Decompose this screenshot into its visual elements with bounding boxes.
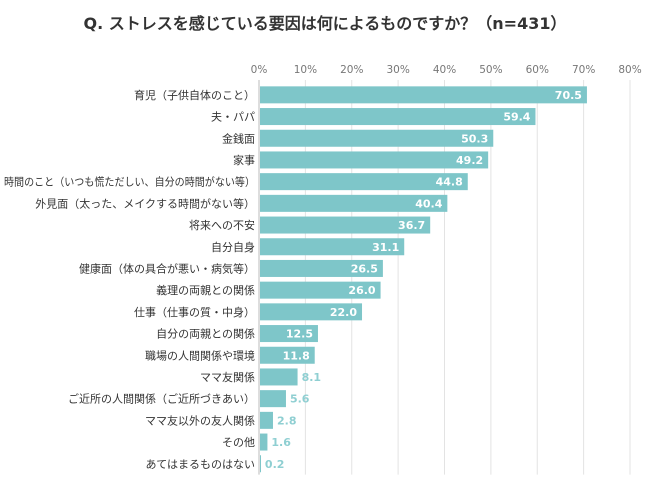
category-label: 義理の両親との関係	[156, 283, 255, 297]
x-tick-label: 50%	[479, 64, 502, 76]
x-tick-label: 30%	[386, 64, 409, 76]
data-label: 12.5	[286, 328, 313, 341]
data-label: 0.2	[265, 458, 285, 471]
category-label: 自分の両親との関係	[156, 328, 255, 341]
category-label: 時間のこと（いつも慌ただしい、自分の時間がない等）	[4, 175, 255, 189]
x-tick-label: 70%	[572, 64, 595, 76]
x-tick-label: 20%	[340, 64, 363, 76]
bar	[260, 238, 405, 256]
x-tick-label: 40%	[433, 64, 456, 76]
category-label: 家事	[233, 153, 255, 167]
bar	[260, 86, 587, 104]
bar	[260, 194, 448, 212]
chart-title: Q. ストレスを感じている要因は何によるものですか？（n=431）	[83, 14, 567, 33]
bar	[260, 259, 383, 277]
data-label: 2.8	[277, 414, 297, 427]
x-tick-label: 0%	[251, 64, 268, 76]
category-label: 将来への不安	[189, 218, 255, 232]
category-label: ママ友以外の友人関係	[145, 413, 255, 427]
bar	[260, 390, 286, 408]
data-label: 1.6	[271, 436, 291, 449]
data-label: 26.5	[351, 262, 378, 275]
bar	[260, 281, 381, 299]
data-label: 44.8	[436, 176, 463, 189]
bar	[260, 455, 261, 473]
data-label: 26.0	[348, 284, 375, 297]
category-label: 仕事（仕事の質・中身）	[134, 305, 255, 319]
bar	[260, 368, 298, 386]
data-label: 11.8	[283, 349, 310, 362]
data-label: 36.7	[398, 219, 425, 232]
x-tick-label: 80%	[618, 64, 641, 76]
category-label: 外見面（太った、メイクする時間がない等）	[35, 196, 255, 210]
category-label: ママ友関係	[200, 370, 255, 384]
data-label: 70.5	[555, 89, 582, 102]
data-label: 8.1	[302, 371, 322, 384]
category-label: 金銭面	[222, 131, 255, 145]
category-label: 育児（子供自体のこと）	[134, 88, 255, 102]
x-tick-label: 10%	[294, 64, 317, 76]
data-label: 59.4	[503, 111, 530, 124]
bar	[260, 346, 315, 364]
category-label: あてはまるものはない	[145, 458, 255, 471]
data-label: 40.4	[415, 197, 442, 210]
bar	[260, 433, 268, 451]
bar	[260, 411, 273, 429]
category-label: 健康面（体の具合が悪い・病気等）	[79, 261, 255, 275]
category-label: その他	[222, 436, 255, 449]
bar	[260, 303, 363, 321]
x-tick-label: 60%	[526, 64, 549, 76]
data-label: 50.3	[461, 132, 488, 145]
category-label: 職場の人間関係や環境	[145, 348, 255, 362]
bar	[260, 151, 489, 169]
category-label: ご近所の人間関係（ご近所づきあい）	[68, 392, 255, 406]
bar	[260, 325, 318, 343]
category-label: 自分自身	[211, 240, 255, 254]
data-label: 49.2	[456, 154, 483, 167]
bar	[260, 173, 468, 191]
bar	[260, 129, 494, 147]
data-label: 5.6	[290, 393, 310, 406]
bar	[260, 216, 431, 234]
category-label: 夫・パパ	[211, 111, 255, 124]
data-label: 22.0	[330, 306, 357, 319]
data-label: 31.1	[372, 241, 399, 254]
bar	[260, 108, 536, 126]
